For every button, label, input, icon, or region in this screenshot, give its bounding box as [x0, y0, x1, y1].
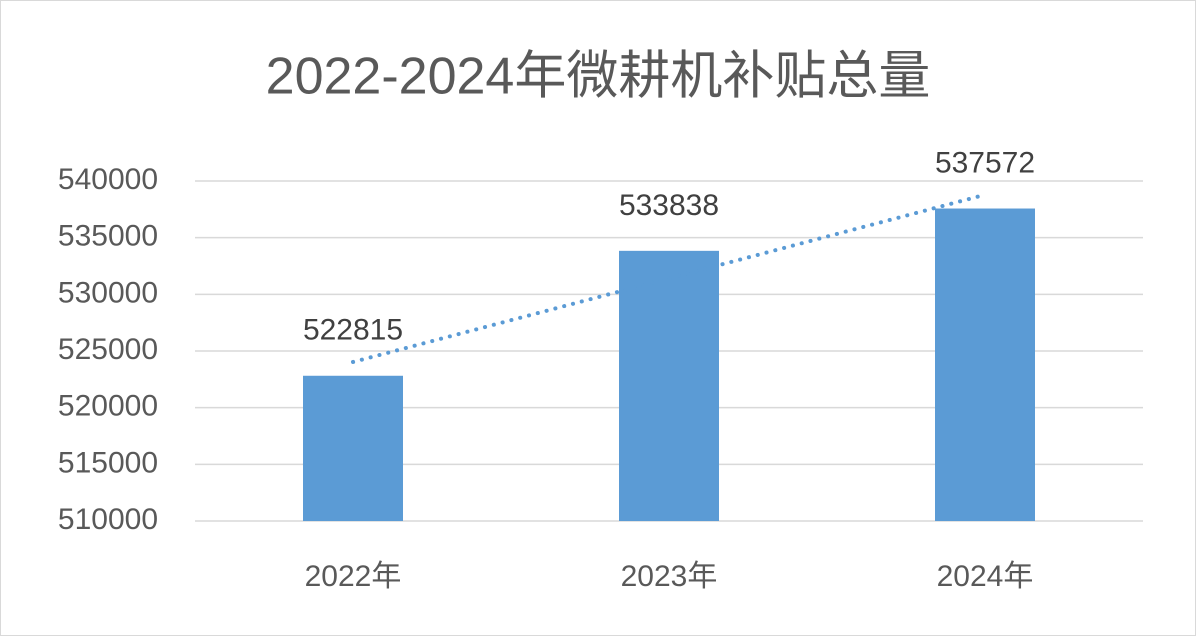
data-label: 533838 — [619, 189, 719, 222]
trendline — [351, 192, 987, 364]
data-label: 537572 — [935, 146, 1035, 179]
bar — [303, 375, 403, 521]
x-tick-label: 2024年 — [937, 560, 1034, 593]
y-tick-label: 525000 — [58, 333, 158, 366]
chart-title: 2022-2024年微耕机补贴总量 — [266, 48, 931, 106]
y-tick-label: 535000 — [58, 220, 158, 253]
y-tick-label: 520000 — [58, 390, 158, 423]
bar — [619, 250, 719, 521]
y-tick-label: 540000 — [58, 163, 158, 196]
y-tick-label: 510000 — [58, 503, 158, 536]
y-tick-label: 530000 — [58, 276, 158, 309]
data-label: 522815 — [303, 314, 403, 347]
bar — [935, 208, 1035, 521]
x-tick-label: 2022年 — [305, 560, 402, 593]
y-tick-label: 515000 — [58, 446, 158, 479]
x-tick-label: 2023年 — [621, 560, 718, 593]
